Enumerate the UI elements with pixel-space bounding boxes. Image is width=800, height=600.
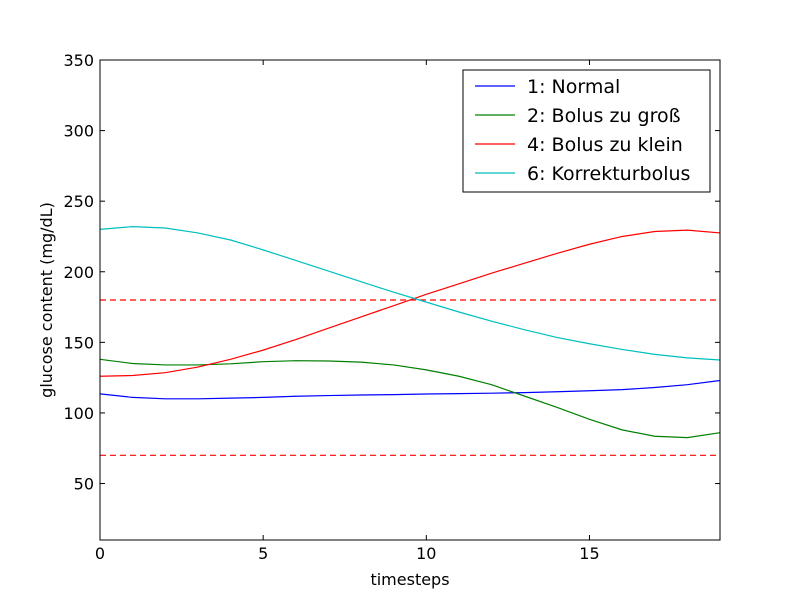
y-tick-label: 50 (74, 475, 94, 494)
x-tick-label: 5 (258, 544, 268, 563)
y-tick-label: 200 (63, 263, 94, 282)
y-tick-label: 150 (63, 333, 94, 352)
y-tick-label: 300 (63, 122, 94, 141)
plot-frame (99, 59, 721, 541)
series-line-2 (99, 358, 721, 439)
series-lines (99, 225, 721, 439)
legend-label-2: 2: Bolus zu groß (527, 105, 681, 127)
series-line-4 (99, 225, 721, 361)
x-axis: 0 5 10 15 (95, 60, 600, 563)
x-axis-label: timesteps (370, 570, 449, 589)
legend-label-3: 4: Bolus zu klein (527, 134, 683, 156)
x-tick-label: 15 (579, 544, 599, 563)
y-tick-label: 100 (63, 404, 94, 423)
y-axis-label: glucose content (mg/dL) (37, 202, 56, 398)
legend-label-4: 6: Korrekturbolus (527, 163, 690, 185)
x-tick-label: 0 (95, 544, 105, 563)
legend-box (462, 69, 711, 193)
y-tick-label: 250 (63, 192, 94, 211)
legend: 1: Normal 2: Bolus zu groß 4: Bolus zu kle… (462, 69, 711, 193)
y-tick-label: 350 (63, 51, 94, 70)
legend-label-1: 1: Normal (527, 76, 620, 98)
series-line-3 (99, 229, 721, 377)
x-tick-label: 10 (416, 544, 436, 563)
y-axis: 50 100 150 200 250 300 350 (63, 51, 720, 494)
series-line-1 (99, 379, 721, 400)
